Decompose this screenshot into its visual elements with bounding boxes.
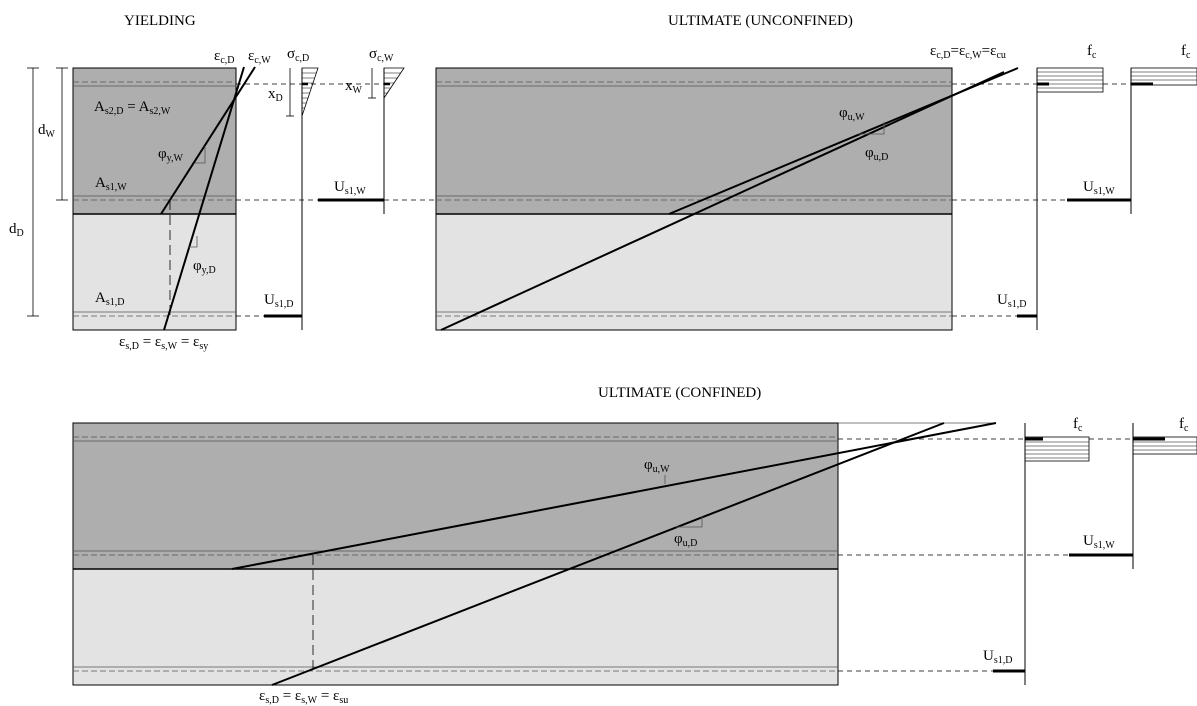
confined-deck-zone bbox=[73, 569, 838, 685]
label-eps-su: εs,D = εs,W = εsu bbox=[259, 688, 348, 706]
yielding-section-outline bbox=[72, 67, 237, 331]
yielding-dimensions bbox=[27, 67, 68, 317]
curvature-mark-phi-y-d bbox=[188, 236, 198, 248]
label-phi-u-d-unc: φu,D bbox=[865, 145, 888, 163]
curvature-mark-phi-u-w-unc bbox=[858, 122, 885, 135]
label-us1-w-conf: Us1,W bbox=[1083, 533, 1115, 551]
title-ultimate-unconfined: ULTIMATE (UNCONFINED) bbox=[668, 13, 853, 29]
stress-block-fc-d-conf-hatch bbox=[1025, 441, 1089, 459]
stress-block-fc-d-conf bbox=[1024, 436, 1090, 462]
stress-block-fc-w-conf bbox=[1132, 436, 1197, 455]
label-eps-c-d: εc,D bbox=[214, 48, 234, 66]
curvature-mark-phi-y-w bbox=[195, 146, 206, 164]
confined-wall-zone bbox=[73, 423, 838, 569]
label-fc-w-conf: fc bbox=[1179, 416, 1189, 434]
label-phi-u-w-conf: φu,W bbox=[644, 457, 670, 475]
stress-block-sigma-c-d-hatch bbox=[302, 72, 316, 109]
label-eps-sy: εs,D = εs,W = εsy bbox=[119, 334, 208, 352]
label-d-d: dD bbox=[9, 221, 24, 239]
unconfined-wall-zone bbox=[436, 68, 952, 214]
label-fc-d-unc: fc bbox=[1087, 43, 1097, 61]
strain-profile-deck-confined bbox=[271, 422, 945, 686]
stress-block-fc-w-conf-hatch bbox=[1133, 441, 1197, 451]
label-as2: As2,D = As2,W bbox=[94, 99, 171, 117]
title-yielding: YIELDING bbox=[124, 13, 196, 29]
label-phi-u-d-conf: φu,D bbox=[674, 531, 697, 549]
label-fc-d-conf: fc bbox=[1073, 416, 1083, 434]
unconfined-deck-zone bbox=[436, 214, 952, 330]
label-us1-w-unc: Us1,W bbox=[1083, 179, 1115, 197]
label-sigma-c-w: σc,W bbox=[369, 46, 394, 64]
stress-block-fc-w-unc bbox=[1130, 67, 1197, 86]
label-us1-w-yield: Us1,W bbox=[334, 179, 366, 197]
yielding-wall-zone bbox=[73, 68, 236, 214]
label-phi-u-w-unc: φu,W bbox=[839, 105, 865, 123]
stress-block-sigma-c-d bbox=[301, 67, 319, 117]
label-as1-d: As1,D bbox=[95, 290, 124, 308]
yielding-rebar-lines bbox=[73, 81, 236, 317]
label-d-w: dW bbox=[38, 122, 56, 140]
label-x-w: xW bbox=[345, 78, 363, 96]
label-x-d: xD bbox=[268, 86, 283, 104]
title-ultimate-confined: ULTIMATE (CONFINED) bbox=[598, 385, 761, 401]
label-phi-y-d: φy,D bbox=[193, 258, 216, 276]
confined-panel bbox=[72, 422, 1197, 686]
unconfined-panel bbox=[435, 67, 1197, 331]
label-eps-c-w: εc,W bbox=[248, 48, 271, 66]
yielding-guides bbox=[236, 83, 436, 317]
confined-rebar-lines bbox=[73, 436, 838, 672]
stress-block-fc-d-unc-hatch bbox=[1037, 71, 1103, 89]
label-us1-d-yield: Us1,D bbox=[264, 292, 293, 310]
yielding-deck-zone bbox=[73, 214, 236, 330]
strain-profile-deck-ultimate bbox=[440, 71, 1005, 331]
confined-section-outline bbox=[72, 422, 839, 686]
label-sigma-c-d: σc,D bbox=[287, 46, 309, 64]
confined-guides bbox=[838, 438, 1133, 672]
strain-profile-wall-yield bbox=[160, 66, 256, 215]
label-fc-w-unc: fc bbox=[1181, 43, 1191, 61]
curvature-mark-phi-u-d-conf bbox=[676, 516, 703, 528]
label-eps-cu: εc,D=εc,W=εcu bbox=[930, 43, 1006, 61]
label-us1-d-unc: Us1,D bbox=[997, 292, 1026, 310]
label-phi-y-w: φy,W bbox=[158, 146, 184, 164]
yielding-panel bbox=[27, 66, 405, 331]
stress-block-fc-w-unc-hatch bbox=[1131, 71, 1197, 81]
label-us1-d-conf: Us1,D bbox=[983, 648, 1012, 666]
unconfined-section-outline bbox=[435, 67, 953, 331]
label-as1-w: As1,W bbox=[95, 175, 127, 193]
unconfined-guides bbox=[952, 83, 1131, 317]
strain-profile-deck-yield bbox=[163, 66, 245, 331]
strain-profile-wall-confined bbox=[231, 422, 997, 570]
neutral-axis-depth-dims bbox=[286, 68, 376, 117]
unconfined-rebar-lines bbox=[436, 81, 952, 317]
